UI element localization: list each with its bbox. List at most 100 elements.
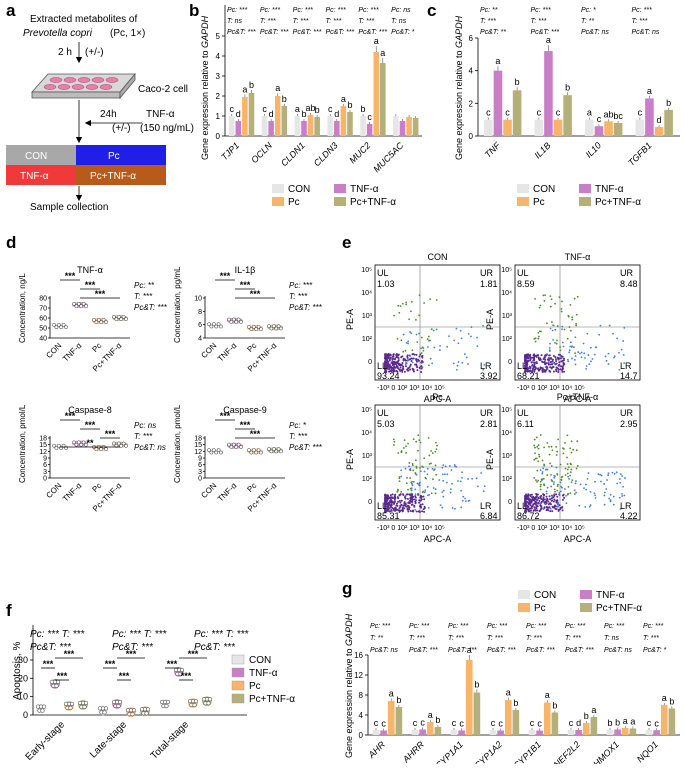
- e-event: [467, 478, 470, 480]
- e-ul-value: 1.03: [377, 279, 395, 289]
- legend-swatch-tnf: [334, 184, 346, 193]
- e-event: [455, 465, 458, 468]
- e-event: [422, 508, 425, 511]
- sig-letter: c: [647, 718, 652, 728]
- f-ytick-label: 10: [18, 692, 28, 702]
- e-event: [396, 356, 399, 359]
- e-event: [586, 332, 589, 335]
- d-point: [229, 320, 234, 324]
- bar-tnf: [366, 124, 373, 136]
- sig-letter: d: [269, 109, 274, 119]
- e-event: [568, 349, 571, 352]
- e-event: [540, 354, 543, 357]
- stat-text: Pc: ***: [604, 623, 625, 630]
- e-event: [621, 495, 624, 497]
- d-stat: Pc: **: [134, 281, 155, 290]
- e-event: [551, 480, 554, 482]
- sig-letter: b: [249, 80, 254, 90]
- box-pc-label: Pc: [108, 151, 120, 162]
- e-event: [555, 360, 558, 363]
- sig-letter: c: [381, 719, 386, 729]
- e-event: [599, 324, 602, 327]
- e-event: [433, 346, 436, 349]
- e-event: [552, 500, 555, 503]
- sig-letter: c: [597, 114, 602, 124]
- e-event: [548, 453, 551, 456]
- e-plot-title: Pc+TNF-α: [557, 392, 598, 402]
- e-event: [571, 318, 574, 321]
- e-event: [541, 370, 544, 373]
- e-event: [569, 329, 572, 332]
- d-point: [259, 450, 263, 455]
- e-event: [547, 506, 550, 509]
- e-event: [400, 491, 403, 493]
- f-point: [82, 704, 87, 709]
- d-group-label: TNF-α: [216, 481, 239, 504]
- e-event: [438, 349, 441, 352]
- d-ylabel: Concentration, pmol/L: [18, 404, 27, 483]
- e-event: [386, 495, 389, 498]
- e-event: [414, 488, 417, 491]
- e-event: [397, 452, 400, 454]
- e-event: [553, 498, 556, 501]
- e-event: [435, 299, 438, 301]
- e-event: [397, 360, 400, 363]
- e-event: [432, 329, 435, 332]
- e-event: [421, 354, 424, 357]
- e-event: [421, 356, 424, 359]
- e-event: [542, 294, 545, 297]
- e-event: [618, 496, 621, 499]
- e-event: [384, 504, 387, 507]
- e-event: [538, 510, 541, 513]
- e-event: [607, 352, 610, 355]
- e-lr-value: 3.92: [480, 371, 498, 381]
- e-event: [594, 480, 596, 483]
- e-event: [419, 466, 422, 469]
- e-ylabel: PE-A: [345, 309, 355, 330]
- e-event: [555, 368, 558, 371]
- sig-letter: b: [552, 701, 557, 711]
- e-event: [524, 363, 527, 366]
- e-event: [415, 467, 418, 469]
- e-event: [579, 483, 582, 486]
- e-event: [423, 470, 426, 473]
- d-point: [74, 442, 79, 447]
- f-point: [69, 701, 75, 706]
- e-event: [578, 504, 581, 507]
- e-event: [524, 358, 527, 361]
- d-point: [114, 317, 119, 322]
- e-event: [604, 355, 607, 358]
- e-event: [570, 451, 573, 454]
- e-event: [387, 503, 390, 506]
- sig-letter: a: [647, 86, 652, 96]
- y-tick-label: 4: [359, 711, 364, 720]
- e-event: [420, 347, 422, 350]
- e-event: [540, 483, 542, 486]
- panel-g: g Gene expression relative to GAPDH 0 4 8 1…: [342, 579, 680, 769]
- e-event: [618, 368, 621, 371]
- d-point: [236, 442, 241, 447]
- e-event: [415, 440, 418, 443]
- e-event: [399, 504, 402, 507]
- e-event: [552, 324, 555, 327]
- stat-text: Pc: ***: [487, 623, 508, 630]
- e-event: [433, 469, 435, 472]
- bar-pc: [503, 119, 512, 136]
- e-event: [613, 356, 615, 359]
- e-event: [543, 300, 546, 302]
- f-point: [41, 704, 47, 709]
- e-event: [385, 356, 388, 359]
- e-ytick: 10⁴: [501, 290, 512, 297]
- e-event: [529, 358, 532, 361]
- e-event: [482, 490, 485, 493]
- box-pc: [76, 145, 166, 165]
- e-event: [393, 314, 396, 317]
- sig-letter: c: [537, 719, 542, 729]
- d-point: [249, 450, 254, 455]
- e-event: [480, 472, 483, 474]
- e-event: [405, 505, 408, 508]
- e-event: [403, 507, 406, 510]
- e-event: [569, 474, 571, 477]
- bar-pctnf: [473, 692, 481, 735]
- stat-text: Pc: ***: [293, 7, 314, 14]
